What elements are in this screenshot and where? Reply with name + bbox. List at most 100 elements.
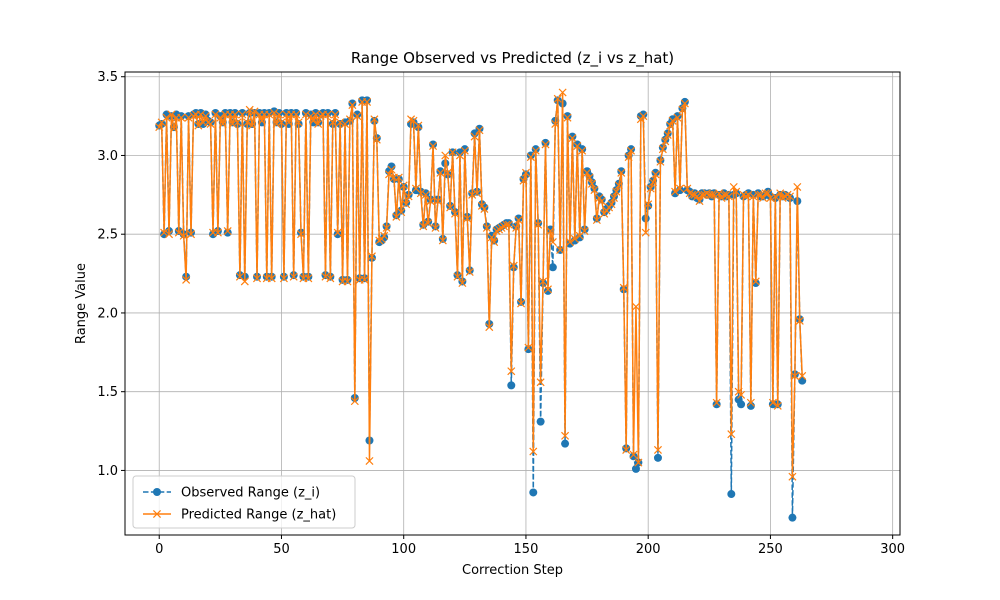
observed-point: [680, 97, 689, 106]
observed-point: [223, 228, 232, 237]
predicted-point: [697, 190, 706, 199]
observed-point: [507, 381, 516, 390]
predicted-point: [587, 179, 596, 188]
observed-point: [563, 112, 572, 121]
predicted-point: [155, 123, 164, 132]
x-tick-label: 150: [514, 542, 539, 557]
predicted-point: [167, 110, 176, 119]
predicted-point: [367, 252, 376, 261]
predicted-point: [216, 113, 225, 122]
predicted-point: [272, 119, 281, 128]
observed-point: [788, 513, 797, 522]
predicted-point: [443, 168, 452, 177]
predicted-point: [627, 146, 636, 155]
predicted-point: [169, 124, 178, 133]
predicted-point: [619, 283, 628, 292]
predicted-point: [597, 197, 606, 206]
observed-point: [631, 464, 640, 473]
predicted-point: [436, 168, 445, 177]
observed-point: [353, 110, 362, 119]
predicted-point: [301, 110, 310, 119]
predicted-point: [517, 299, 526, 308]
observed-point: [524, 345, 533, 354]
predicted-point: [578, 146, 587, 155]
predicted-point: [653, 445, 662, 454]
predicted-point: [487, 233, 496, 242]
observed-point: [798, 376, 807, 385]
predicted-point: [421, 190, 430, 199]
legend-items: Observed Range (z_i) Predicted Range (z_h…: [143, 486, 336, 523]
x-tick-label: 300: [880, 542, 905, 557]
x-axis-label: Correction Step: [462, 563, 563, 578]
predicted-point: [512, 223, 521, 232]
predicted-point: [201, 112, 210, 121]
predicted-point: [196, 110, 205, 119]
legend-label-predicted: Predicted Range (z_hat): [181, 508, 336, 523]
predicted-point: [543, 285, 552, 294]
predicted-point: [622, 445, 631, 454]
observed-point: [201, 110, 210, 119]
predicted-point: [529, 447, 538, 456]
predicted-point: [353, 112, 362, 121]
predicted-point: [661, 137, 670, 146]
predicted-point: [666, 121, 675, 130]
observed-point: [639, 110, 648, 119]
predicted-point: [658, 145, 667, 154]
predicted-point: [707, 190, 716, 199]
predicted-point: [570, 234, 579, 243]
predicted-point: [475, 126, 484, 135]
predicted-point: [314, 119, 323, 128]
predicted-point: [345, 115, 354, 124]
predicted-point: [348, 101, 357, 110]
y-tick-label: 3.0: [97, 149, 118, 164]
predicted-point: [617, 168, 626, 177]
predicted-point: [438, 236, 447, 245]
y-tick-label: 1.5: [97, 385, 118, 400]
series-layer: [155, 88, 807, 522]
predicted-point: [675, 184, 684, 193]
predicted-point: [509, 261, 518, 270]
predicted-point: [250, 107, 259, 116]
predicted-point: [336, 118, 345, 127]
predicted-point: [646, 184, 655, 193]
predicted-point: [631, 302, 640, 311]
predicted-point: [265, 110, 274, 119]
predicted-point: [365, 456, 374, 466]
predicted-point: [558, 88, 567, 97]
predicted-point: [385, 170, 394, 179]
observed-point: [514, 214, 523, 223]
observed-point: [561, 439, 570, 448]
predicted-point: [306, 112, 315, 121]
predicted-point: [363, 97, 372, 106]
predicted-point: [230, 110, 240, 119]
predicted-point: [182, 275, 191, 284]
predicted-point: [294, 118, 303, 127]
predicted-point: [507, 367, 516, 376]
predicted-point: [732, 187, 741, 196]
predicted-point: [164, 230, 174, 239]
observed-point: [275, 108, 284, 117]
predicted-point: [514, 216, 523, 225]
x-tick-label: 50: [273, 542, 290, 557]
predicted-point: [548, 238, 557, 247]
predicted-point: [433, 197, 442, 206]
predicted-point: [693, 192, 702, 201]
x-tick-label: 250: [758, 542, 783, 557]
predicted-point: [304, 274, 313, 283]
predicted-point: [629, 450, 638, 459]
predicted-point: [644, 200, 653, 209]
predicted-point: [590, 186, 599, 195]
predicted-point: [257, 116, 266, 125]
observed-point: [206, 118, 215, 127]
predicted-point: [683, 184, 692, 193]
observed-point: [548, 263, 557, 272]
predicted-point: [279, 274, 288, 283]
predicted-point: [174, 228, 183, 237]
predicted-point: [680, 99, 689, 108]
observed-point: [727, 490, 736, 499]
x-tick-label: 200: [636, 542, 661, 557]
predicted-point: [463, 214, 472, 223]
predicted-point: [419, 222, 428, 231]
predicted-point: [240, 277, 249, 286]
predicted-point: [607, 200, 616, 209]
